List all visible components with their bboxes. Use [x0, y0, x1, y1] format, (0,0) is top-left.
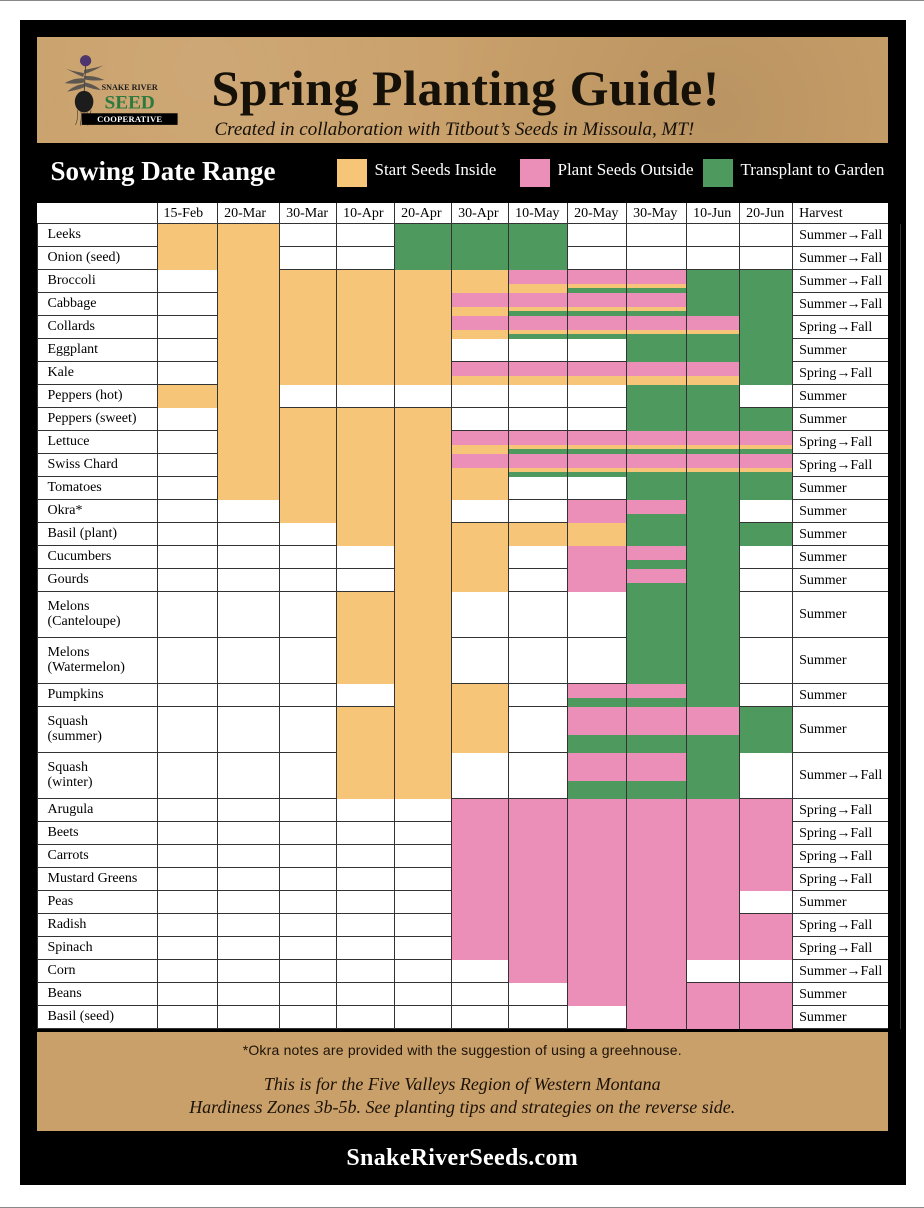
svg-text:SEED: SEED	[104, 92, 154, 113]
svg-text:SNAKE RIVER: SNAKE RIVER	[101, 83, 157, 92]
svg-text:COOPERATIVE: COOPERATIVE	[97, 114, 162, 124]
